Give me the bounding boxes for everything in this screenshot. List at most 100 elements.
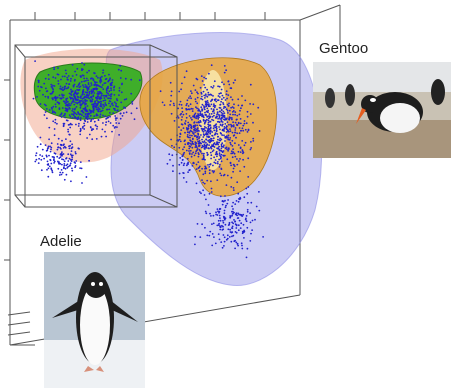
dot — [219, 172, 222, 175]
dot — [74, 166, 76, 169]
dot — [209, 105, 211, 108]
dot — [222, 103, 225, 106]
dot — [204, 165, 207, 168]
dot — [227, 149, 230, 152]
dot — [198, 109, 201, 112]
dot — [59, 153, 62, 156]
dot — [208, 144, 211, 147]
dot — [213, 114, 215, 117]
dot — [250, 141, 252, 143]
dot — [179, 133, 182, 136]
dot — [210, 215, 212, 217]
dot — [40, 86, 42, 88]
dot — [109, 122, 112, 124]
dot — [195, 77, 198, 80]
dot — [218, 238, 221, 241]
dot — [108, 100, 111, 102]
dot — [223, 105, 226, 108]
dot — [226, 237, 229, 240]
dot — [209, 230, 212, 233]
dot — [214, 159, 217, 161]
dot — [101, 128, 104, 131]
dot — [52, 98, 54, 101]
dot — [247, 176, 250, 178]
dot — [97, 76, 99, 79]
dot — [104, 124, 107, 126]
dot — [56, 155, 59, 158]
dot — [69, 93, 72, 95]
dot — [71, 90, 74, 93]
dot — [99, 85, 102, 88]
dot — [57, 67, 59, 69]
dot — [104, 115, 107, 118]
dot — [187, 105, 190, 107]
dot — [195, 117, 198, 120]
dot — [192, 84, 195, 87]
dot — [92, 104, 95, 107]
dot — [227, 104, 230, 107]
dot — [225, 131, 228, 133]
dot — [206, 100, 209, 102]
dot — [222, 174, 225, 177]
dot — [93, 120, 96, 123]
dot — [68, 83, 71, 85]
dot — [235, 241, 238, 244]
dot — [231, 139, 234, 142]
dot — [222, 228, 225, 231]
dot — [81, 182, 83, 184]
dot — [88, 117, 91, 120]
dot — [49, 150, 52, 153]
dot — [74, 92, 77, 95]
dot — [235, 212, 238, 215]
dot — [232, 121, 235, 124]
dot — [105, 91, 108, 94]
dot — [218, 158, 221, 161]
dot — [194, 152, 197, 155]
dot — [247, 186, 250, 188]
dot — [82, 100, 84, 103]
dot — [221, 124, 224, 127]
dot — [125, 98, 128, 100]
dot — [205, 147, 208, 149]
dot — [189, 129, 192, 132]
dot — [218, 121, 221, 124]
dot — [118, 122, 120, 125]
dot — [212, 222, 215, 225]
dot — [216, 133, 219, 135]
dot — [70, 150, 73, 153]
dot — [232, 234, 235, 237]
dot — [41, 155, 44, 158]
dot — [240, 129, 242, 132]
dot — [88, 159, 90, 162]
dot — [169, 100, 172, 102]
dot — [53, 66, 56, 69]
dot — [81, 74, 84, 77]
dot — [86, 105, 89, 107]
dot — [65, 119, 68, 122]
dot — [50, 106, 53, 109]
dot — [203, 147, 206, 150]
dot — [217, 224, 220, 227]
dot — [50, 167, 53, 170]
dot — [216, 155, 218, 158]
dot — [178, 126, 180, 128]
dot — [231, 235, 233, 238]
dot — [212, 144, 215, 147]
dot — [239, 122, 242, 125]
dot — [76, 93, 78, 96]
dot — [240, 242, 243, 245]
dot — [76, 118, 79, 121]
dot — [201, 152, 203, 155]
dot — [108, 90, 111, 93]
dot — [201, 127, 203, 130]
dot — [180, 112, 183, 115]
dot — [79, 130, 82, 133]
dot — [222, 234, 225, 236]
dot — [100, 100, 102, 103]
dot — [197, 161, 200, 164]
dot — [46, 160, 49, 163]
dot — [65, 164, 68, 167]
dot — [211, 131, 214, 133]
dot — [236, 243, 239, 245]
dot — [123, 98, 126, 101]
